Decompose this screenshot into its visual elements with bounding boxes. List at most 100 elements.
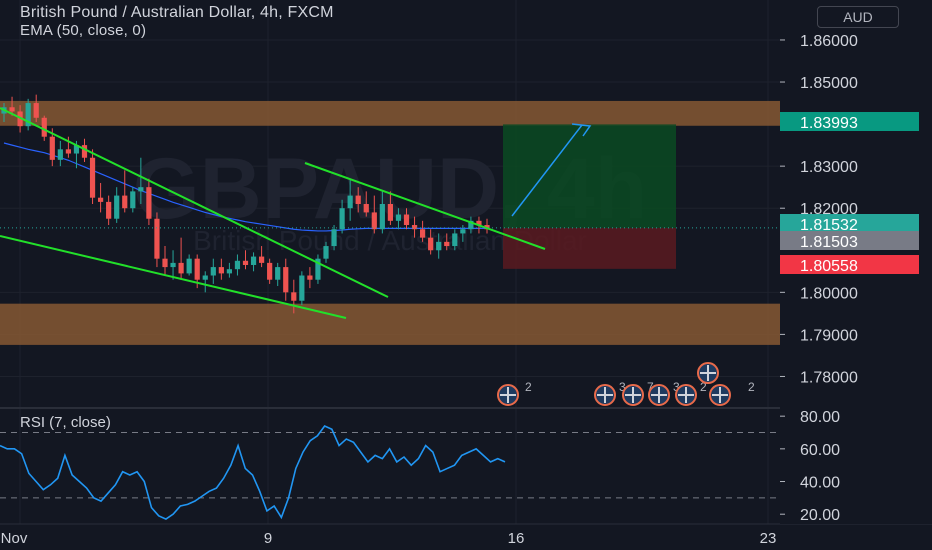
- time-axis[interactable]: Nov 9 16 23: [1, 530, 777, 547]
- event-count: 7: [647, 380, 654, 394]
- price-tick-label: 1.80000: [800, 285, 858, 302]
- candle-body: [420, 229, 426, 238]
- candle-body: [146, 187, 152, 219]
- price-badge: [780, 214, 919, 233]
- candle-body: [291, 292, 297, 301]
- candle-body: [89, 157, 96, 198]
- zone-resistance: [0, 100, 780, 126]
- price-tick-label: 1.78000: [800, 369, 858, 386]
- long-position-tool[interactable]: [503, 123, 676, 269]
- price-tick-label: 1.82000: [800, 201, 858, 218]
- candle-body: [170, 262, 176, 268]
- candle-body: [162, 258, 168, 268]
- candle-body: [267, 262, 273, 280]
- candle-body: [444, 241, 450, 247]
- candle-body: [250, 256, 257, 265]
- price-tick-label: 1.83000: [800, 159, 858, 176]
- candle-body: [41, 117, 47, 137]
- candle-body: [114, 195, 120, 219]
- candle-body: [323, 246, 329, 259]
- economic-events[interactable]: 2 3 7 3 2 2: [497, 362, 755, 406]
- price-tick-label: 1.79000: [800, 327, 858, 344]
- candle-body: [428, 237, 434, 251]
- flag-cross: [500, 387, 516, 403]
- candle-body: [331, 229, 337, 247]
- channel-lower-line: [0, 235, 347, 319]
- candle-body: [411, 225, 418, 230]
- time-tick-label: 23: [760, 530, 777, 547]
- candle-body: [178, 262, 184, 274]
- arrow-head: [571, 123, 592, 137]
- candle-body: [33, 103, 39, 118]
- projection-arrow: [511, 124, 583, 217]
- candle-body: [210, 267, 216, 276]
- candle-body: [226, 269, 232, 274]
- price-axis[interactable]: 1.86000 1.85000 1.83000 1.82000 1.80000 1.790…: [780, 0, 932, 524]
- event-count: 2: [525, 380, 532, 394]
- candle-body: [130, 191, 136, 209]
- candle-body: [363, 204, 369, 213]
- time-tick-label: 16: [508, 530, 525, 547]
- candle-body: [25, 103, 31, 127]
- candle-body: [186, 258, 192, 274]
- candle-body: [138, 187, 144, 192]
- stop-zone: [503, 227, 676, 269]
- flag-cross: [712, 387, 728, 403]
- price-badge-label: 1.80558: [800, 258, 858, 275]
- candle-body: [387, 204, 393, 221]
- price-tick-label: 1.86000: [800, 33, 858, 50]
- rsi-tick-label: 80.00: [800, 409, 840, 426]
- flag-cross: [700, 365, 716, 381]
- candle-body: [218, 267, 224, 274]
- candlestick-series: [1, 94, 490, 314]
- currency-button[interactable]: AUD: [817, 6, 899, 28]
- candle-body: [355, 195, 361, 204]
- candle-body: [259, 256, 265, 263]
- candle-body: [339, 208, 345, 230]
- candle-body: [452, 233, 458, 247]
- candle-body: [395, 214, 402, 221]
- candle-body: [81, 145, 88, 158]
- chart-title: British Pound / Australian Dollar, 4h, F…: [20, 4, 334, 21]
- channel-upper-line: [0, 107, 389, 298]
- candle-body: [379, 204, 385, 230]
- breakout-trend-line: [304, 162, 546, 250]
- rsi-tick-label: 40.00: [800, 475, 840, 492]
- flag-cross: [678, 387, 694, 403]
- rsi-line: [0, 424, 506, 521]
- candle-body: [73, 145, 80, 154]
- candle-body: [234, 260, 241, 270]
- price-badge: [780, 112, 919, 131]
- profit-zone: [503, 124, 676, 228]
- flag-cross: [625, 387, 641, 403]
- candle-body: [49, 136, 55, 160]
- ema-indicator-label[interactable]: EMA (50, close, 0): [20, 22, 147, 39]
- candle-body: [460, 229, 466, 234]
- support-resistance-zones[interactable]: [0, 100, 780, 345]
- candle-body: [347, 195, 353, 209]
- candle-body: [299, 275, 305, 301]
- candle-body: [122, 195, 128, 209]
- candle-body: [98, 197, 104, 202]
- time-tick-label: Nov: [1, 530, 28, 547]
- price-badge: [780, 231, 919, 250]
- candle-body: [154, 218, 160, 259]
- rsi-tick-label: 20.00: [800, 507, 840, 524]
- zone-support: [0, 303, 780, 345]
- candle-body: [283, 267, 289, 293]
- candle-body: [307, 275, 313, 280]
- flag-cross: [651, 387, 667, 403]
- candle-body: [57, 149, 63, 160]
- candle-body: [315, 258, 321, 280]
- event-count: 3: [673, 380, 680, 394]
- rsi-pane: [0, 424, 780, 521]
- candle-body: [242, 260, 249, 265]
- rsi-indicator-label[interactable]: RSI (7, close): [20, 414, 111, 431]
- candle-body: [202, 275, 208, 280]
- candle-body: [65, 149, 71, 154]
- trend-lines[interactable]: [0, 107, 780, 319]
- candle-body: [436, 241, 442, 251]
- price-badge-label: 1.81503: [800, 234, 858, 251]
- flag-cross: [597, 387, 613, 403]
